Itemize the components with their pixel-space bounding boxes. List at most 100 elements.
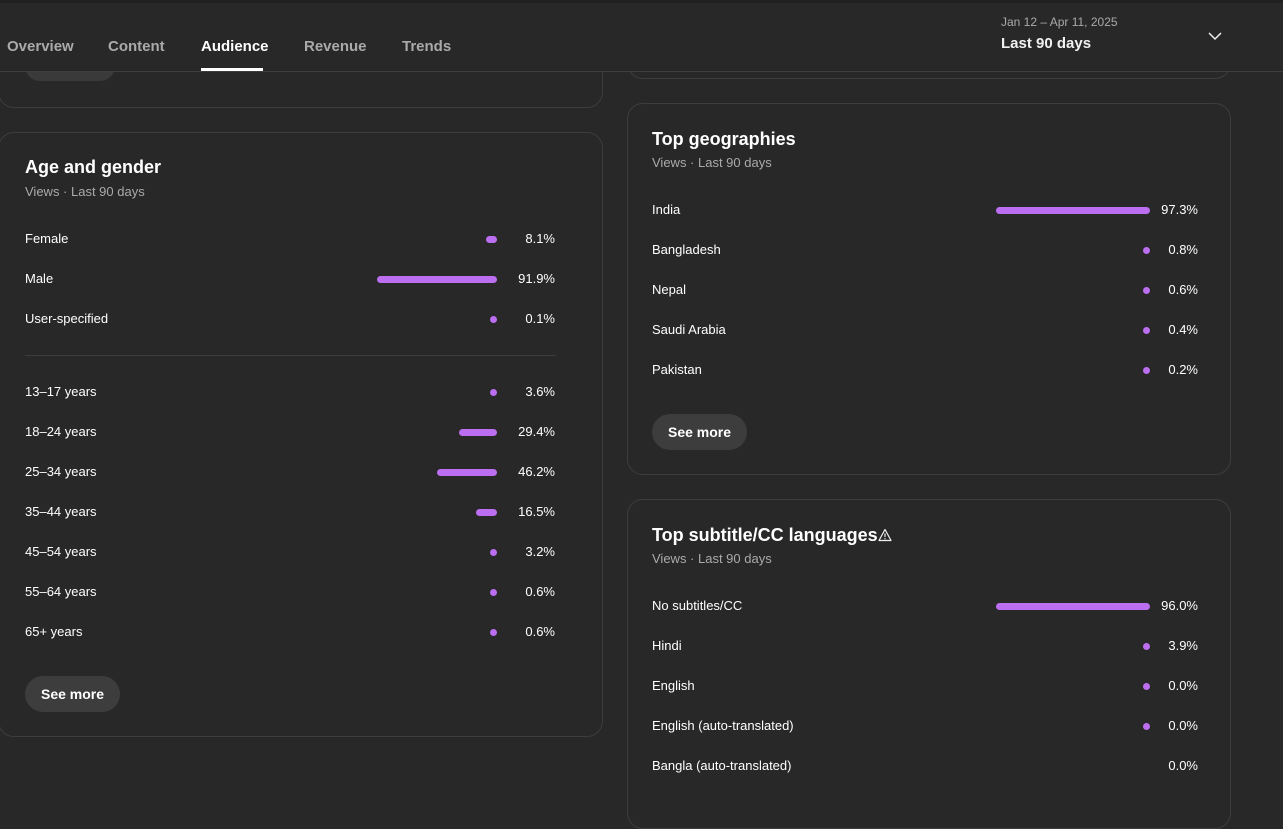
age-row: 25–34 years 46.2% bbox=[25, 462, 555, 482]
geographies-title: Top geographies bbox=[652, 129, 796, 149]
tab-content[interactable]: Content bbox=[108, 38, 165, 55]
subtitle-language-row-percent: 96.0% bbox=[1161, 598, 1198, 613]
subtitle-language-row-bar bbox=[1143, 683, 1150, 690]
age-row-bar bbox=[490, 549, 497, 556]
geography-row-percent: 97.3% bbox=[1161, 202, 1198, 217]
geography-row: Pakistan 0.2% bbox=[652, 360, 1198, 380]
age-gender-card: Age and gender Views · Last 90 days See … bbox=[0, 132, 603, 737]
gender-row-label: Male bbox=[25, 271, 54, 286]
gender-row-label: User-specified bbox=[25, 311, 109, 326]
age-row: 35–44 years 16.5% bbox=[25, 502, 555, 522]
geography-row-percent: 0.2% bbox=[1168, 362, 1198, 377]
geography-row-label: Pakistan bbox=[652, 362, 702, 377]
age-row-percent: 16.5% bbox=[518, 504, 555, 519]
geography-row-bar bbox=[1143, 327, 1150, 334]
gender-row: Male 91.9% bbox=[25, 269, 555, 289]
subtitle-language-row-label: English bbox=[652, 678, 695, 693]
gender-row-percent: 91.9% bbox=[518, 271, 555, 286]
subtitle-language-row-percent: 0.0% bbox=[1168, 758, 1198, 773]
subtitle-language-row-bar bbox=[1143, 723, 1150, 730]
gender-row: User-specified 0.1% bbox=[25, 309, 555, 329]
tab-audience[interactable]: Audience bbox=[201, 38, 269, 55]
gender-row: Female 8.1% bbox=[25, 229, 555, 249]
geographies-see-more-button[interactable]: See more bbox=[652, 414, 748, 450]
geography-row-bar bbox=[1143, 367, 1150, 374]
age-row-label: 65+ years bbox=[25, 624, 83, 639]
age-gender-see-more-button[interactable]: See more bbox=[25, 676, 121, 712]
age-row-bar bbox=[458, 429, 497, 436]
age-row-bar bbox=[490, 389, 497, 396]
subtitle-language-row-bar bbox=[1143, 643, 1150, 650]
age-gender-divider bbox=[25, 355, 556, 356]
age-gender-subtitle: Views · Last 90 days bbox=[25, 184, 145, 199]
age-row-label: 45–54 years bbox=[25, 544, 97, 559]
date-range-label: Last 90 days bbox=[1001, 35, 1092, 52]
subtitle-language-row: Hindi 3.9% bbox=[652, 636, 1198, 656]
geography-row-percent: 0.6% bbox=[1168, 282, 1198, 297]
age-row-bar bbox=[490, 629, 497, 636]
age-row: 45–54 years 3.2% bbox=[25, 542, 555, 562]
subtitle-language-row-label: English (auto-translated) bbox=[652, 718, 794, 733]
subtitle-language-row: No subtitles/CC 96.0% bbox=[652, 596, 1198, 616]
geography-row-label: Saudi Arabia bbox=[652, 322, 726, 337]
age-row-label: 18–24 years bbox=[25, 424, 97, 439]
geography-row-label: Nepal bbox=[652, 282, 686, 297]
subtitle-language-row-percent: 0.0% bbox=[1168, 678, 1198, 693]
subtitles-title: Top subtitle/CC languages bbox=[652, 525, 878, 545]
geography-row: Saudi Arabia 0.4% bbox=[652, 320, 1198, 340]
age-row-label: 35–44 years bbox=[25, 504, 97, 519]
subtitle-language-row: English 0.0% bbox=[652, 676, 1198, 696]
geography-row-percent: 0.8% bbox=[1168, 242, 1198, 257]
geography-row: Bangladesh 0.8% bbox=[652, 240, 1198, 260]
age-row-percent: 0.6% bbox=[525, 584, 555, 599]
subtitle-language-row: Bangla (auto-translated) 0.0% bbox=[652, 756, 1198, 776]
geography-row-label: India bbox=[652, 202, 681, 217]
age-gender-title: Age and gender bbox=[25, 157, 162, 177]
age-row: 13–17 years 3.6% bbox=[25, 382, 555, 402]
date-range-picker[interactable]: Jan 12 – Apr 11, 2025 Last 90 days bbox=[1001, 15, 1118, 52]
age-row-bar bbox=[475, 509, 497, 516]
age-row-label: 13–17 years bbox=[25, 384, 97, 399]
age-row-label: 55–64 years bbox=[25, 584, 97, 599]
age-row: 55–64 years 0.6% bbox=[25, 582, 555, 602]
active-tab-indicator bbox=[201, 68, 263, 71]
tab-overview[interactable]: Overview bbox=[7, 38, 74, 55]
age-row-label: 25–34 years bbox=[25, 464, 97, 479]
gender-row-percent: 8.1% bbox=[525, 231, 555, 246]
age-row-bar bbox=[490, 589, 497, 596]
warning-icon[interactable] bbox=[878, 528, 892, 542]
gender-row-label: Female bbox=[25, 231, 69, 246]
subtitle-language-row-label: Bangla (auto-translated) bbox=[652, 758, 792, 773]
subtitle-language-row-percent: 3.9% bbox=[1168, 638, 1198, 653]
geography-row-bar bbox=[1143, 247, 1150, 254]
age-row-percent: 29.4% bbox=[518, 424, 555, 439]
geography-row-label: Bangladesh bbox=[652, 242, 721, 257]
age-row-percent: 3.2% bbox=[525, 544, 555, 559]
geography-row: Nepal 0.6% bbox=[652, 280, 1198, 300]
gender-row-bar bbox=[377, 276, 497, 283]
subtitles-subtitle: Views · Last 90 days bbox=[652, 551, 772, 566]
gender-row-percent: 0.1% bbox=[525, 311, 555, 326]
subtitle-language-row: English (auto-translated) 0.0% bbox=[652, 716, 1198, 736]
gender-row-bar bbox=[486, 236, 497, 243]
subtitle-language-row-bar bbox=[996, 603, 1150, 610]
age-row-percent: 3.6% bbox=[525, 384, 555, 399]
age-row: 18–24 years 29.4% bbox=[25, 422, 555, 442]
geographies-subtitle: Views · Last 90 days bbox=[652, 155, 772, 170]
age-row-percent: 46.2% bbox=[518, 464, 555, 479]
gender-row-bar bbox=[490, 316, 497, 323]
tab-trends[interactable]: Trends bbox=[402, 38, 452, 55]
tab-revenue[interactable]: Revenue bbox=[304, 38, 367, 55]
age-row: 65+ years 0.6% bbox=[25, 622, 555, 642]
geography-row-bar bbox=[1143, 287, 1150, 294]
date-range-dates: Jan 12 – Apr 11, 2025 bbox=[1001, 15, 1118, 29]
geography-row-percent: 0.4% bbox=[1168, 322, 1198, 337]
age-row-bar bbox=[437, 469, 497, 476]
subtitle-language-row-percent: 0.0% bbox=[1168, 718, 1198, 733]
geography-row-bar bbox=[996, 207, 1150, 214]
chevron-down-icon[interactable] bbox=[1207, 28, 1223, 44]
age-row-percent: 0.6% bbox=[525, 624, 555, 639]
subtitle-language-row-label: Hindi bbox=[652, 638, 682, 653]
geographies-card: Top geographies Views · Last 90 days See… bbox=[627, 103, 1231, 475]
top-navigation-bar: Overview Content Audience Revenue Trends… bbox=[0, 0, 1283, 72]
